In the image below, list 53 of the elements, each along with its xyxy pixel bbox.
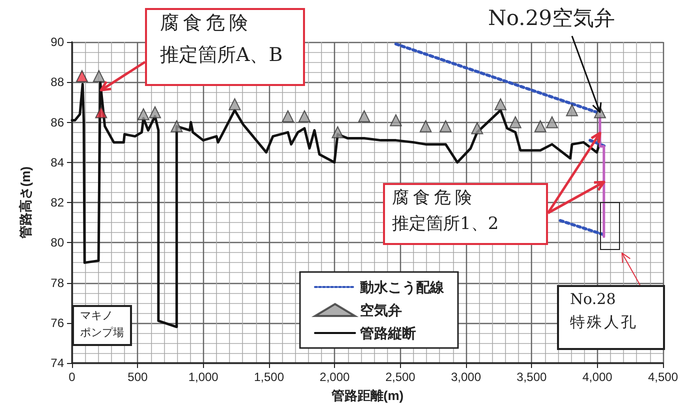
point [546, 116, 558, 128]
x-tick-label: 0 [68, 370, 76, 384]
annotation: 特殊人孔 [570, 313, 638, 331]
annotation: 腐食危険 [392, 188, 476, 208]
text: 腐食危険 [160, 12, 252, 35]
x-axis-title: 管路距離(m) [330, 388, 404, 403]
annotation: 推定箇所A、B [160, 44, 283, 67]
legend-label: 動水こう配線 [359, 279, 445, 296]
point [76, 70, 88, 82]
y-tick-label: 82 [50, 196, 64, 210]
annotation: No.28 [570, 290, 616, 308]
point [534, 120, 546, 132]
x-tick-label: 4,000 [582, 370, 613, 384]
x-tick-label: 1,500 [254, 370, 284, 384]
point [95, 106, 108, 118]
point [137, 108, 150, 120]
point [228, 98, 241, 110]
y-axis-title: 管路高さ(m) [18, 166, 33, 240]
point [358, 110, 370, 122]
legend-label: 空気弁 [360, 302, 402, 318]
point [440, 120, 452, 132]
annotation: ポンプ場 [80, 326, 124, 340]
x-tick-label: 3,000 [450, 370, 482, 384]
point [390, 114, 402, 126]
y-tick-label: 74 [50, 356, 64, 370]
point [494, 98, 507, 110]
x-tick-label: 2,500 [385, 370, 416, 384]
point [566, 104, 578, 116]
point [92, 70, 105, 82]
x-tick-label: 3,500 [516, 370, 548, 384]
annotation: 推定箇所1、2 [392, 214, 499, 234]
y-tick-label: 86 [50, 115, 64, 130]
point [282, 110, 294, 122]
point [471, 122, 484, 134]
y-tick-label: 76 [50, 316, 64, 330]
point [149, 106, 162, 118]
annotation: マキノ [80, 309, 113, 322]
point [420, 120, 432, 132]
point [509, 116, 522, 128]
legend-label: 管路縦断 [359, 325, 416, 341]
x-tick-label: 1,000 [188, 370, 219, 384]
y-tick-label: 84 [50, 155, 64, 170]
point [170, 120, 183, 132]
y-tick-label: 88 [50, 75, 64, 90]
y-tick-label: 78 [50, 276, 64, 290]
y-tick-label: 90 [50, 35, 64, 49]
annotation: No.29空気弁 [488, 6, 616, 32]
x-tick-label: 500 [128, 370, 148, 384]
x-tick-label: 2,000 [320, 370, 350, 384]
x-tick-label: 4,500 [648, 370, 678, 384]
point [332, 126, 344, 138]
y-tick-label: 80 [50, 236, 64, 250]
point [298, 110, 310, 122]
